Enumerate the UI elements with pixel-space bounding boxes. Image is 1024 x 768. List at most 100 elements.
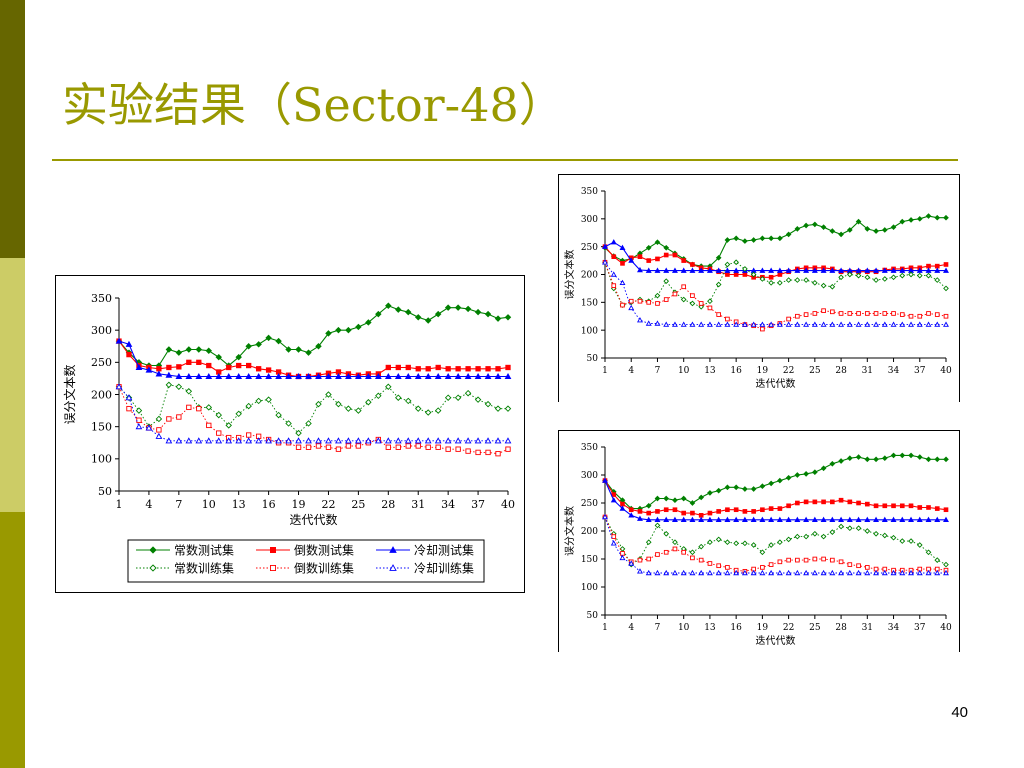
chart-left-series-5-point bbox=[245, 437, 253, 444]
chart-left-series-0-points bbox=[115, 302, 512, 369]
chart-left-series-5-point bbox=[185, 437, 193, 444]
chart-bottom-right-series-0-point bbox=[750, 486, 757, 492]
chart-left-series-4-point bbox=[355, 443, 362, 449]
chart-top-right-series-2-point bbox=[916, 267, 923, 273]
chart-left-series-5-point bbox=[195, 437, 203, 444]
chart-top-right-series-4-point bbox=[672, 291, 678, 297]
chart-left-series-1-point bbox=[196, 359, 202, 365]
chart-bottom-right-series-4-point bbox=[663, 549, 669, 555]
chart-left-series-1-point bbox=[395, 364, 401, 371]
chart-left-y-tick-label: 350 bbox=[91, 292, 112, 305]
chart-left-series-3-point bbox=[434, 407, 442, 414]
chart-top-right-series-3-point bbox=[829, 283, 836, 290]
chart-bottom-right-series-3-point bbox=[768, 542, 774, 548]
chart-bottom-right-series-1-point bbox=[690, 510, 695, 516]
chart-top-right-series-2-point bbox=[855, 267, 862, 273]
chart-top-right-series-2-points bbox=[602, 239, 949, 273]
chart-bottom-right-series-5-point bbox=[759, 569, 766, 576]
chart-top-right-series-4-point bbox=[917, 313, 923, 319]
chart-left-x-tick-label: 19 bbox=[292, 498, 306, 511]
chart-top-right-series-2-point bbox=[838, 267, 845, 273]
chart-top-right-series-0-point bbox=[742, 238, 748, 244]
chart-top-right-series-2-point bbox=[733, 267, 740, 273]
chart-left-series-2-point bbox=[215, 372, 223, 380]
chart-bottom-right-series-4-point bbox=[856, 563, 861, 569]
chart-top-right-series-3-point bbox=[715, 281, 722, 288]
chart-top-right-series-5-point bbox=[881, 321, 888, 327]
chart-bottom-right-series-1-point bbox=[899, 503, 905, 509]
chart-bottom-right-series-3-point bbox=[777, 539, 783, 546]
chart-bottom-right-series-4-point bbox=[803, 557, 809, 563]
chart-left-series-4-point bbox=[216, 430, 222, 436]
chart-top-right-y-tick-label: 350 bbox=[581, 187, 598, 197]
chart-bottom-right-series-3-point bbox=[943, 561, 949, 568]
chart-bottom-right-y-tick-label: 200 bbox=[581, 527, 598, 537]
chart-top-right-series-2-point bbox=[925, 267, 932, 273]
chart-top-right-series-4-point bbox=[681, 284, 687, 290]
chart-bottom-right-series-2-point bbox=[794, 516, 801, 523]
chart-left-series-5-point bbox=[484, 437, 492, 444]
chart-left-series-2-point bbox=[135, 363, 143, 371]
chart-bottom-right-series-1-point bbox=[628, 507, 634, 513]
chart-bottom-right-x-tick-label: 34 bbox=[888, 623, 900, 633]
chart-left-series-2-point bbox=[414, 372, 422, 380]
chart-left-series-1-points bbox=[116, 338, 511, 380]
chart-bottom-right-series-2-point bbox=[873, 516, 880, 523]
chart-left-series-3-point bbox=[474, 396, 482, 403]
chart-top-right-series-3-point bbox=[908, 271, 914, 278]
chart-bottom-right-series-1-point bbox=[663, 507, 669, 513]
chart-top-right-series-0-point bbox=[794, 226, 801, 232]
chart-top-right-series-5-point bbox=[706, 321, 713, 327]
chart-top-right-series-5-point bbox=[811, 321, 818, 327]
chart-left-series-3-point bbox=[345, 405, 352, 412]
chart-top-right-series-0-point bbox=[881, 227, 888, 233]
chart-bottom-right-series-5-point bbox=[645, 569, 652, 576]
chart-left-series-5-point bbox=[175, 437, 183, 444]
chart-left-series-3-point bbox=[185, 388, 193, 395]
chart-left-series-5-point bbox=[235, 437, 243, 444]
chart-left-series-3-point bbox=[395, 394, 402, 401]
chart-top-right-series-2-point bbox=[663, 267, 670, 273]
chart-bottom-right-series-4-point bbox=[672, 546, 678, 552]
chart-bottom-right-series-4-point bbox=[847, 562, 853, 567]
chart-left-series-2-point bbox=[335, 372, 342, 380]
chart-top-right-series-0-point bbox=[733, 235, 739, 242]
chart-top-right-series-3-point bbox=[925, 272, 932, 279]
chart-bottom-right-series-3-point bbox=[890, 534, 897, 541]
chart-bottom-right-series-2-point bbox=[698, 516, 705, 523]
chart-left-series-4-point bbox=[505, 446, 511, 452]
chart-top-right-series-5-point bbox=[741, 321, 748, 327]
chart-bottom-right-series-3-point bbox=[742, 540, 748, 547]
chart-top-right-series-1-point bbox=[655, 256, 660, 262]
chart-left-series-2-point bbox=[404, 372, 412, 380]
chart-top-right-series-2-point bbox=[706, 267, 713, 273]
chart-left-series-3-point bbox=[335, 400, 342, 408]
chart-bottom-right-series-5-point bbox=[610, 540, 617, 546]
chart-top-right-series-4-point bbox=[707, 305, 713, 311]
chart-bottom-right-series-0-point bbox=[934, 456, 941, 463]
chart-bottom-right-series-0-point bbox=[680, 495, 687, 502]
chart-bottom-right-series-4-point bbox=[646, 556, 652, 562]
chart-bottom-right-series-0-point bbox=[908, 452, 914, 459]
chart-left-series-2-point bbox=[175, 372, 183, 380]
chart-left-series-5-point bbox=[364, 437, 372, 444]
chart-bottom-right-series-2-point bbox=[715, 516, 722, 523]
chart-bottom-right-series-1-point bbox=[620, 501, 625, 507]
chart-top-right-series-2-point bbox=[811, 267, 818, 273]
chart-top-right-series-4-point bbox=[812, 311, 818, 316]
chart-bottom-right-series-3-point bbox=[689, 549, 696, 556]
chart-top-right-series-0-points bbox=[602, 213, 949, 269]
chart-bottom-right-series-2-point bbox=[785, 516, 792, 523]
chart-top-right-series-2-point bbox=[689, 267, 696, 273]
chart-left-legend-4-label: 倒数训练集 bbox=[294, 561, 354, 576]
chart-left-series-3-point bbox=[215, 411, 222, 419]
slide-title: 实验结果（Sector-48） bbox=[62, 78, 565, 132]
chart-top-right-series-2-point bbox=[776, 267, 783, 273]
chart-bottom-right-series-5-point bbox=[943, 569, 949, 576]
chart-top-right-series-1-point bbox=[742, 272, 748, 277]
chart-top-right-series-0-point bbox=[908, 217, 914, 223]
chart-top-right-series-3-point bbox=[785, 277, 792, 283]
chart-bottom-right-series-5-point bbox=[724, 569, 731, 576]
chart-bottom-right-series-5-point bbox=[654, 569, 661, 576]
chart-bottom-right-series-2-point bbox=[619, 505, 626, 511]
